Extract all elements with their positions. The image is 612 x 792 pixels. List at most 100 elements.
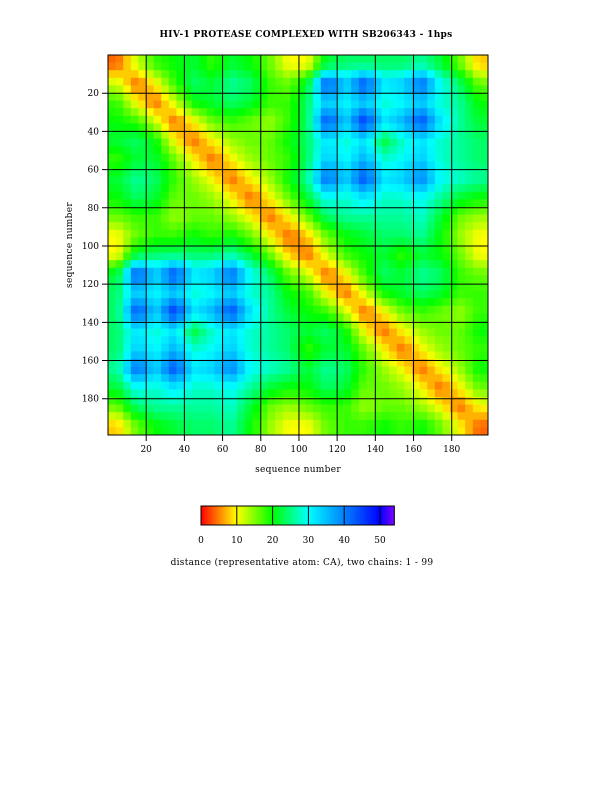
heatmap-cell (442, 55, 451, 63)
heatmap-cell (229, 62, 238, 71)
heatmap-cell (123, 321, 132, 329)
heatmap-cell (275, 184, 284, 193)
heatmap-cell (237, 55, 246, 63)
heatmap-cell (138, 321, 147, 329)
heatmap-cell (130, 85, 139, 94)
heatmap-cell (184, 123, 192, 132)
y-tick-label: 160 (82, 357, 99, 367)
heatmap-cell (419, 328, 428, 337)
heatmap-cell (108, 313, 116, 322)
heatmap-cell (267, 260, 276, 269)
heatmap-cell (389, 55, 398, 63)
heatmap-cell (130, 298, 139, 307)
heatmap-cell (275, 260, 284, 269)
heatmap-cell (123, 161, 132, 170)
heatmap-cell (290, 359, 299, 367)
colorbar-segment (208, 506, 211, 525)
heatmap-cell (358, 351, 367, 360)
heatmap-cell (267, 267, 276, 276)
heatmap-cell (404, 169, 413, 177)
heatmap-cell (472, 381, 481, 390)
heatmap-cell (282, 366, 291, 375)
heatmap-cell (412, 412, 420, 421)
heatmap-cell (328, 366, 337, 375)
heatmap-cell (282, 283, 291, 291)
heatmap-cell (222, 62, 230, 71)
heatmap-cell (130, 237, 139, 246)
heatmap-cell (214, 328, 223, 337)
heatmap-cell (206, 93, 215, 101)
heatmap-cell (244, 108, 253, 117)
heatmap-cell (419, 70, 428, 79)
heatmap-cell (282, 100, 291, 109)
heatmap-cell (229, 85, 238, 94)
heatmap-cell (374, 374, 382, 383)
heatmap-cell (191, 404, 200, 413)
heatmap-cell (313, 252, 322, 261)
heatmap-cell (229, 321, 238, 329)
heatmap-cell (123, 397, 132, 405)
heatmap-cell (237, 283, 246, 291)
heatmap-cell (108, 351, 116, 360)
heatmap-cell (442, 131, 451, 139)
heatmap-cell (351, 419, 360, 428)
heatmap-cell (472, 252, 481, 261)
heatmap-cell (442, 359, 451, 367)
heatmap-cell (252, 305, 261, 314)
heatmap-cell (252, 237, 261, 246)
heatmap-cell (282, 214, 291, 223)
heatmap-cell (161, 351, 170, 360)
heatmap-cell (153, 184, 162, 193)
heatmap-cell (229, 55, 238, 63)
colorbar-segment (313, 506, 316, 525)
heatmap-cell (450, 275, 458, 284)
heatmap-cell (465, 260, 474, 269)
heatmap-cell (336, 321, 344, 329)
heatmap-cell (389, 374, 398, 383)
heatmap-cell (374, 328, 382, 337)
heatmap-cell (396, 389, 405, 398)
heatmap-cell (343, 115, 352, 124)
heatmap-cell (381, 336, 390, 345)
heatmap-cell (176, 93, 185, 101)
heatmap-cell (450, 252, 458, 261)
heatmap-cell (252, 214, 261, 223)
heatmap-cell (351, 328, 360, 337)
colorbar-segment (258, 506, 261, 525)
heatmap-cell (161, 77, 170, 86)
heatmap-cell (336, 214, 344, 223)
heatmap-cell (206, 214, 215, 223)
heatmap-cell (138, 252, 147, 261)
heatmap-cell (191, 93, 200, 101)
heatmap-cell (191, 252, 200, 261)
heatmap-cell (176, 381, 185, 390)
heatmap-cell (267, 419, 276, 428)
heatmap-cell (161, 62, 170, 71)
heatmap-cell (267, 184, 276, 193)
heatmap-cell (343, 305, 352, 314)
heatmap-cell (282, 267, 291, 276)
heatmap-cell (146, 275, 154, 284)
heatmap-cell (374, 359, 382, 367)
heatmap-cell (434, 374, 443, 383)
heatmap-cell (434, 245, 443, 253)
heatmap-cell (184, 381, 192, 390)
heatmap-cell (313, 199, 322, 208)
heatmap-cell (389, 245, 398, 253)
heatmap-cell (472, 397, 481, 405)
heatmap-cell (184, 70, 192, 79)
heatmap-cell (457, 123, 466, 132)
heatmap-cell (404, 62, 413, 71)
heatmap-cell (480, 85, 489, 94)
heatmap-cell (161, 305, 170, 314)
heatmap-cell (229, 169, 238, 177)
heatmap-cell (313, 176, 322, 185)
heatmap-cell (184, 115, 192, 124)
heatmap-cell (146, 229, 154, 238)
heatmap-cell (480, 427, 489, 436)
heatmap-cell (404, 214, 413, 223)
heatmap-cell (260, 275, 268, 284)
heatmap-cell (442, 290, 451, 299)
heatmap-cell (214, 283, 223, 291)
